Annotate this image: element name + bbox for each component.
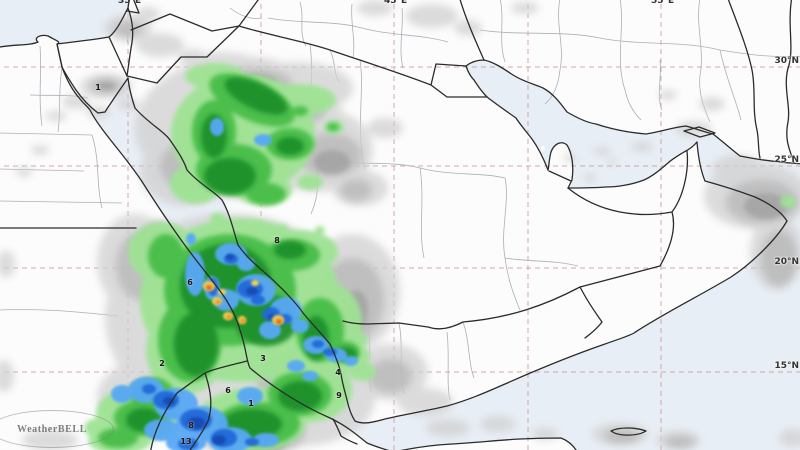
precip-red-cores xyxy=(207,286,282,324)
